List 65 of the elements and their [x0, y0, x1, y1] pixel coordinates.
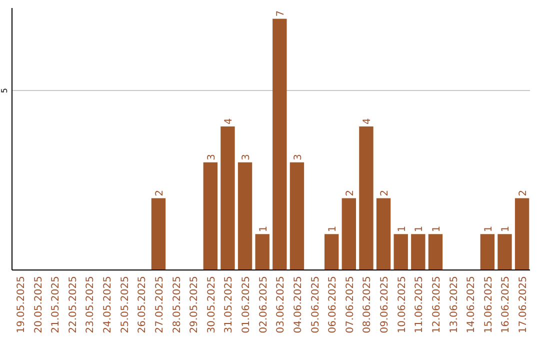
- data-label: 7: [276, 10, 287, 17]
- x-tick-label: 06.06.2025: [328, 276, 339, 334]
- bar: [255, 234, 270, 270]
- x-tick-label: 29.05.2025: [189, 276, 200, 334]
- x-tick-label: 24.05.2025: [102, 276, 114, 334]
- data-label: 2: [154, 190, 166, 196]
- x-tick-label: 23.05.2025: [85, 276, 96, 334]
- x-tick-label: 19.05.2025: [16, 276, 27, 334]
- x-tick-label: 11.06.2025: [414, 276, 426, 334]
- x-tick-label: 04.06.2025: [292, 276, 304, 334]
- data-label: 1: [431, 226, 442, 232]
- data-label: 1: [258, 226, 270, 232]
- data-label: 1: [483, 226, 494, 232]
- bar: [498, 234, 512, 270]
- x-tick-label: 22.05.2025: [68, 276, 79, 334]
- data-label: 2: [380, 190, 391, 196]
- data-label: 3: [206, 154, 218, 160]
- bar: [411, 234, 426, 270]
- bar: [151, 198, 166, 270]
- x-tick-label: 15.06.2025: [483, 276, 494, 334]
- x-tick-label: 21.05.2025: [50, 276, 62, 334]
- data-label: 4: [224, 118, 235, 124]
- data-label: 1: [328, 226, 339, 232]
- x-tick-label: 31.05.2025: [224, 276, 235, 334]
- x-tick-label: 13.06.2025: [448, 276, 460, 334]
- x-tick-label: 28.05.2025: [172, 276, 183, 334]
- x-tick-label: 02.06.2025: [258, 276, 270, 334]
- x-tick-label: 27.05.2025: [154, 276, 166, 334]
- x-tick-label: 07.06.2025: [344, 276, 356, 334]
- bar: [290, 162, 304, 270]
- bar: [238, 162, 252, 270]
- bar: [342, 198, 356, 270]
- data-label: 1: [414, 226, 426, 232]
- x-tick-label: 25.05.2025: [120, 276, 131, 334]
- x-tick-label: 01.06.2025: [241, 276, 252, 334]
- bar: [514, 198, 530, 270]
- data-label: 1: [396, 226, 408, 232]
- x-tick-label: 30.05.2025: [206, 276, 218, 334]
- x-tick-label: 17.06.2025: [518, 276, 530, 334]
- bar: [480, 234, 495, 270]
- data-label: 4: [362, 118, 374, 124]
- data-label: 3: [241, 154, 252, 160]
- x-tick-label: 03.06.2025: [276, 276, 287, 334]
- bar: [359, 126, 374, 270]
- x-tick-label: 05.06.2025: [310, 276, 322, 334]
- x-tick-label: 20.05.2025: [33, 276, 44, 334]
- x-tick-label: 16.06.2025: [500, 276, 512, 334]
- bar: [394, 234, 408, 270]
- bar: [203, 162, 218, 270]
- x-tick-label: 12.06.2025: [431, 276, 442, 334]
- data-label: 2: [518, 190, 530, 196]
- bar: [324, 234, 339, 270]
- data-label: 3: [292, 154, 304, 160]
- x-tick-label: 14.06.2025: [466, 276, 478, 334]
- x-tick-label: 08.06.2025: [362, 276, 374, 334]
- bar: [376, 198, 391, 270]
- x-tick-label: 10.06.2025: [396, 276, 408, 334]
- data-label: 1: [500, 226, 512, 232]
- bar: [428, 234, 443, 270]
- data-label: 2: [344, 190, 356, 196]
- y-tick-label: 5: [0, 88, 9, 94]
- x-tick-label: 09.06.2025: [380, 276, 391, 334]
- bar: [272, 18, 287, 270]
- bar: [220, 126, 235, 270]
- x-tick-label: 26.05.2025: [137, 276, 148, 334]
